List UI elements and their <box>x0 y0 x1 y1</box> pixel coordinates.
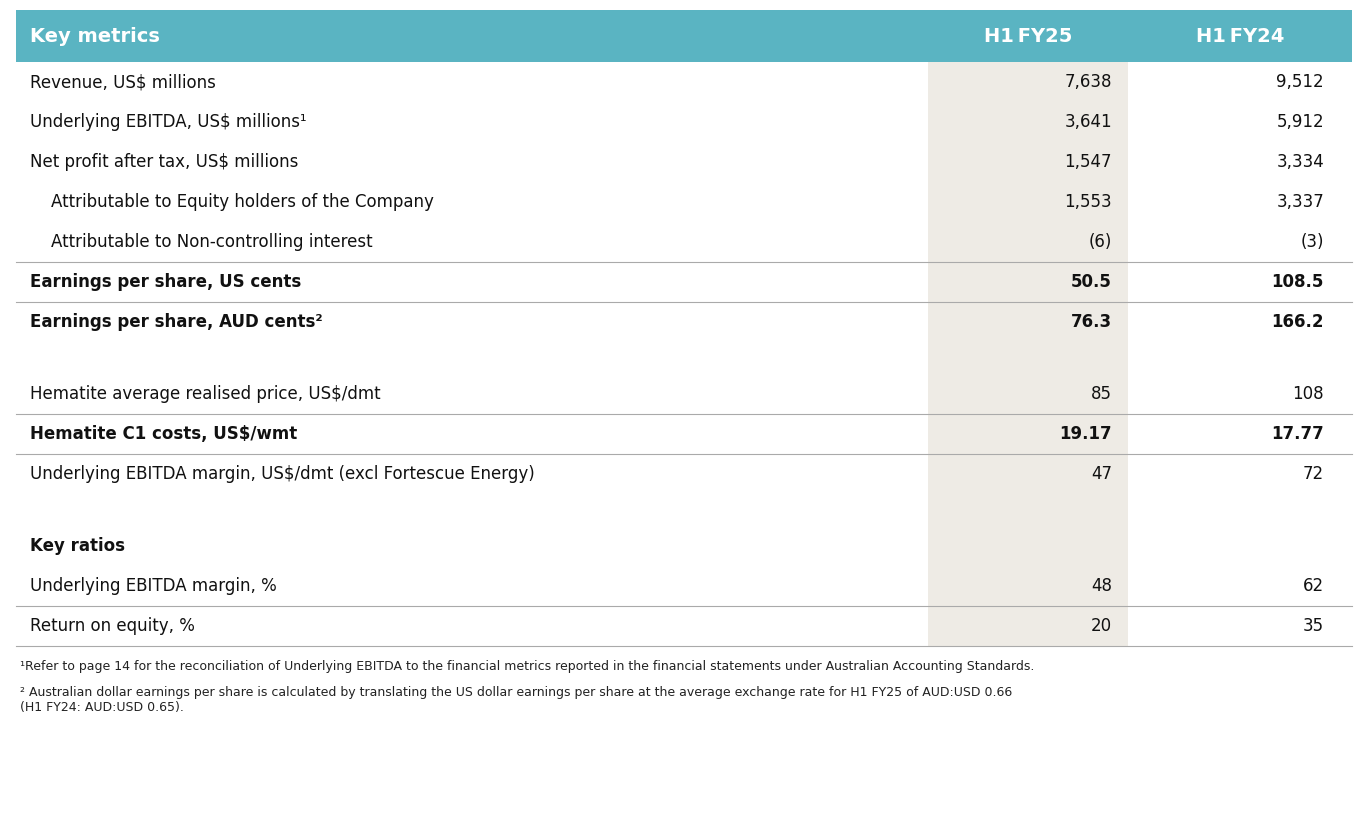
Text: 19.17: 19.17 <box>1059 425 1112 443</box>
Text: Underlying EBITDA margin, %: Underlying EBITDA margin, % <box>30 577 276 595</box>
Text: 5,912: 5,912 <box>1276 113 1324 131</box>
Text: Attributable to Non-controlling interest: Attributable to Non-controlling interest <box>30 233 372 251</box>
Text: Earnings per share, US cents: Earnings per share, US cents <box>30 273 301 291</box>
Text: Hematite average realised price, US$/dmt: Hematite average realised price, US$/dmt <box>30 385 380 403</box>
Text: Earnings per share, AUD cents²: Earnings per share, AUD cents² <box>30 313 323 331</box>
Text: 108.5: 108.5 <box>1272 273 1324 291</box>
Text: Underlying EBITDA margin, US$/dmt (excl Fortescue Energy): Underlying EBITDA margin, US$/dmt (excl … <box>30 465 535 483</box>
Text: 108: 108 <box>1293 385 1324 403</box>
Text: Revenue, US$ millions: Revenue, US$ millions <box>30 73 216 91</box>
Text: 62: 62 <box>1302 577 1324 595</box>
Text: H1 FY24: H1 FY24 <box>1196 26 1285 45</box>
Text: Underlying EBITDA, US$ millions¹: Underlying EBITDA, US$ millions¹ <box>30 113 306 131</box>
Text: Attributable to Equity holders of the Company: Attributable to Equity holders of the Co… <box>30 193 434 211</box>
Text: (3): (3) <box>1301 233 1324 251</box>
Text: 3,334: 3,334 <box>1276 153 1324 171</box>
Text: Key ratios: Key ratios <box>30 537 124 555</box>
Bar <box>928 62 1129 646</box>
Text: Return on equity, %: Return on equity, % <box>30 617 194 635</box>
Text: 76.3: 76.3 <box>1071 313 1112 331</box>
Text: 166.2: 166.2 <box>1271 313 1324 331</box>
Text: 50.5: 50.5 <box>1071 273 1112 291</box>
Text: H1 FY25: H1 FY25 <box>984 26 1073 45</box>
Text: ² Australian dollar earnings per share is calculated by translating the US dolla: ² Australian dollar earnings per share i… <box>21 686 1012 714</box>
Text: 3,641: 3,641 <box>1064 113 1112 131</box>
Text: 48: 48 <box>1092 577 1112 595</box>
Text: 7,638: 7,638 <box>1064 73 1112 91</box>
Text: Key metrics: Key metrics <box>30 26 160 45</box>
Text: 1,547: 1,547 <box>1064 153 1112 171</box>
Text: 85: 85 <box>1092 385 1112 403</box>
Text: 3,337: 3,337 <box>1276 193 1324 211</box>
Text: 20: 20 <box>1090 617 1112 635</box>
Bar <box>16 10 1352 62</box>
Text: 35: 35 <box>1302 617 1324 635</box>
Text: 72: 72 <box>1302 465 1324 483</box>
Text: Net profit after tax, US$ millions: Net profit after tax, US$ millions <box>30 153 298 171</box>
Text: 47: 47 <box>1092 465 1112 483</box>
Text: 1,553: 1,553 <box>1064 193 1112 211</box>
Text: (6): (6) <box>1089 233 1112 251</box>
Text: 17.77: 17.77 <box>1271 425 1324 443</box>
Text: ¹Refer to page 14 for the reconciliation of Underlying EBITDA to the financial m: ¹Refer to page 14 for the reconciliation… <box>21 660 1034 673</box>
Text: 9,512: 9,512 <box>1276 73 1324 91</box>
Text: Hematite C1 costs, US$/wmt: Hematite C1 costs, US$/wmt <box>30 425 297 443</box>
